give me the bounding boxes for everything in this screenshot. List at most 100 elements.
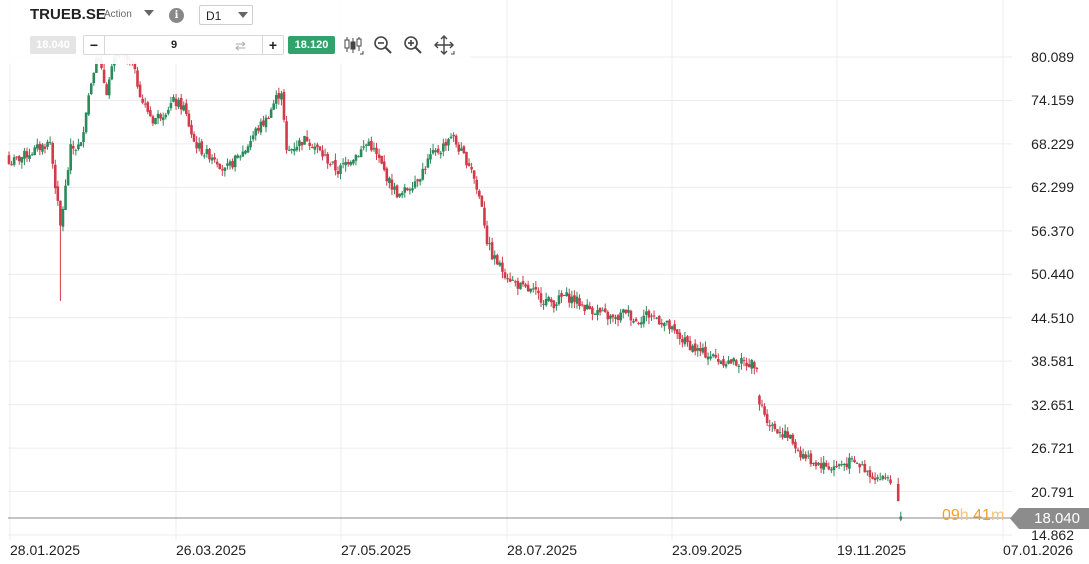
candle-body xyxy=(167,109,170,114)
candle xyxy=(213,152,216,163)
move-icon[interactable] xyxy=(433,34,455,56)
quantity-decrease-button[interactable]: − xyxy=(84,36,105,54)
candle-body xyxy=(537,290,540,294)
candle xyxy=(92,72,96,86)
candle xyxy=(439,150,443,159)
candle xyxy=(660,318,664,328)
candlestick-icon[interactable] xyxy=(342,34,364,56)
candle-body xyxy=(819,463,823,469)
candle xyxy=(190,120,193,138)
candle xyxy=(364,143,368,152)
candle-body xyxy=(308,142,311,146)
info-icon[interactable]: i xyxy=(169,8,184,23)
candle xyxy=(251,130,255,142)
candle-body xyxy=(601,310,604,312)
candle xyxy=(598,307,602,316)
candle-body xyxy=(791,434,795,444)
candle-body xyxy=(524,284,527,287)
candle-body xyxy=(642,315,646,324)
candle xyxy=(475,176,479,195)
candle xyxy=(508,272,512,283)
candle-body xyxy=(781,434,784,438)
candle xyxy=(663,321,666,332)
candle xyxy=(442,138,445,157)
candle-body xyxy=(12,157,16,165)
candle xyxy=(71,140,75,155)
candle xyxy=(521,275,525,287)
candle-body xyxy=(799,450,802,458)
zoom-out-icon[interactable] xyxy=(372,34,394,56)
candle xyxy=(174,93,178,110)
sell-price-button[interactable]: 18.040 xyxy=(30,36,76,54)
candle-body xyxy=(519,282,522,290)
candle xyxy=(46,139,49,150)
candle-body xyxy=(256,127,260,131)
candle-body xyxy=(465,151,468,166)
candle xyxy=(549,297,553,307)
candle-body xyxy=(788,434,792,439)
candle-body xyxy=(23,150,26,159)
candle xyxy=(421,162,425,181)
candle-body xyxy=(611,314,615,318)
candle xyxy=(537,287,540,300)
candle xyxy=(339,163,342,180)
candle-body xyxy=(503,272,507,278)
candle-body xyxy=(20,157,24,163)
candle-body xyxy=(280,93,283,100)
candle-body xyxy=(364,144,368,146)
candle-body xyxy=(48,141,52,143)
candle-body xyxy=(439,152,443,155)
candle-body xyxy=(174,98,178,107)
candle-body xyxy=(398,193,401,197)
candle xyxy=(12,154,16,167)
candle-body xyxy=(544,299,548,306)
candle-body xyxy=(647,310,651,318)
candle xyxy=(778,426,782,438)
zoom-in-icon[interactable] xyxy=(402,34,424,56)
candle xyxy=(573,290,576,309)
candle-body xyxy=(693,343,697,352)
candle xyxy=(277,87,281,105)
candle-body xyxy=(197,143,201,149)
candle xyxy=(542,300,545,310)
candle xyxy=(53,159,57,194)
candle-body xyxy=(367,141,371,146)
candle-body xyxy=(382,161,386,170)
candle-body xyxy=(686,336,689,343)
candle xyxy=(344,156,347,172)
price-tick-label: 20.791 xyxy=(1031,483,1074,500)
price-tick-label: 26.721 xyxy=(1031,440,1074,457)
candle xyxy=(603,303,607,313)
buy-price-button[interactable]: 18.120 xyxy=(288,36,335,54)
symbol-name[interactable]: TRUEB.SE xyxy=(30,6,106,23)
candle-body xyxy=(806,455,810,457)
candle xyxy=(159,112,162,122)
candle-body xyxy=(896,483,900,501)
candle-body xyxy=(742,360,746,362)
candle xyxy=(562,294,566,296)
candle xyxy=(534,281,538,295)
candle xyxy=(547,295,550,302)
timeframe-select[interactable]: D1 xyxy=(199,5,253,25)
candle xyxy=(431,143,435,155)
candle xyxy=(624,309,628,315)
candle xyxy=(804,451,807,462)
candle xyxy=(418,178,422,186)
candle-body xyxy=(277,92,281,99)
candle-body xyxy=(737,365,741,367)
candle xyxy=(737,363,741,374)
candle xyxy=(30,152,34,156)
symbol-dropdown-icon[interactable] xyxy=(144,10,154,16)
quantity-input[interactable]: 9 xyxy=(170,39,178,51)
candle-body xyxy=(490,242,494,260)
quantity-increase-button[interactable]: + xyxy=(262,36,283,54)
candle-body xyxy=(668,320,671,330)
swap-icon[interactable]: ⇄ xyxy=(235,38,246,53)
candle-body xyxy=(670,326,674,330)
candle xyxy=(876,474,879,482)
candle xyxy=(896,477,900,502)
candle xyxy=(267,116,270,120)
candle xyxy=(169,96,173,111)
candle xyxy=(513,279,517,287)
